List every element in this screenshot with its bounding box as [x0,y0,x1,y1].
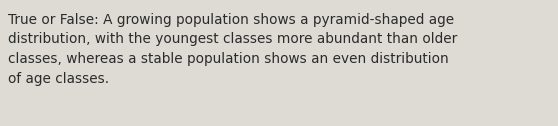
Text: True or False: A growing population shows a pyramid-shaped age
distribution, wit: True or False: A growing population show… [8,13,457,86]
